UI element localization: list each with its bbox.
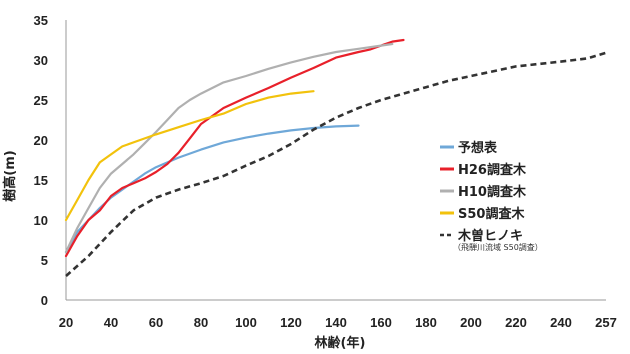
legend-label: H10調査木 bbox=[458, 184, 527, 200]
x-axis-title: 林齢(年) bbox=[315, 335, 366, 351]
y-axis: 0 5 10 15 20 25 30 35 bbox=[34, 13, 67, 308]
y-tick-label: 10 bbox=[34, 213, 48, 228]
series-line bbox=[64, 38, 405, 258]
y-tick-label: 5 bbox=[41, 253, 48, 268]
y-axis-title: 樹高(m) bbox=[2, 150, 18, 201]
legend-note: （飛騨川流域 S50調査） bbox=[453, 242, 543, 252]
legend-label: 木曽ヒノキ bbox=[457, 228, 523, 244]
legend-label: S50調査木 bbox=[458, 206, 525, 222]
x-tick-label: 20 bbox=[59, 315, 73, 330]
series-line bbox=[65, 51, 607, 277]
x-axis: 20 40 60 80 100 120 140 160 180 200 220 240 257 bbox=[59, 299, 617, 330]
x-tick-label: 60 bbox=[149, 315, 163, 330]
y-tick-label: 20 bbox=[34, 133, 48, 148]
y-tick-label: 25 bbox=[34, 93, 48, 108]
x-tick-label: 100 bbox=[235, 315, 257, 330]
x-tick-label: 180 bbox=[415, 315, 437, 330]
series-line bbox=[64, 90, 315, 222]
y-tick-label: 35 bbox=[34, 13, 48, 28]
series-group bbox=[64, 38, 607, 277]
y-tick-label: 30 bbox=[34, 53, 48, 68]
x-tick-label: 120 bbox=[280, 315, 302, 330]
x-tick-label: 80 bbox=[194, 315, 208, 330]
x-tick-label: 220 bbox=[505, 315, 527, 330]
y-tick-label: 0 bbox=[41, 293, 48, 308]
legend-label: 予想表 bbox=[458, 140, 498, 156]
y-tick-label: 15 bbox=[34, 173, 48, 188]
x-tick-label: 160 bbox=[370, 315, 392, 330]
x-tick-label: 40 bbox=[104, 315, 118, 330]
x-tick-label: 257 bbox=[595, 315, 617, 330]
x-tick-label: 200 bbox=[460, 315, 482, 330]
x-tick-label: 140 bbox=[325, 315, 347, 330]
legend-label: H26調査木 bbox=[458, 162, 527, 178]
series-line bbox=[64, 124, 360, 254]
x-tick-label: 240 bbox=[550, 315, 572, 330]
series-line bbox=[64, 42, 394, 254]
